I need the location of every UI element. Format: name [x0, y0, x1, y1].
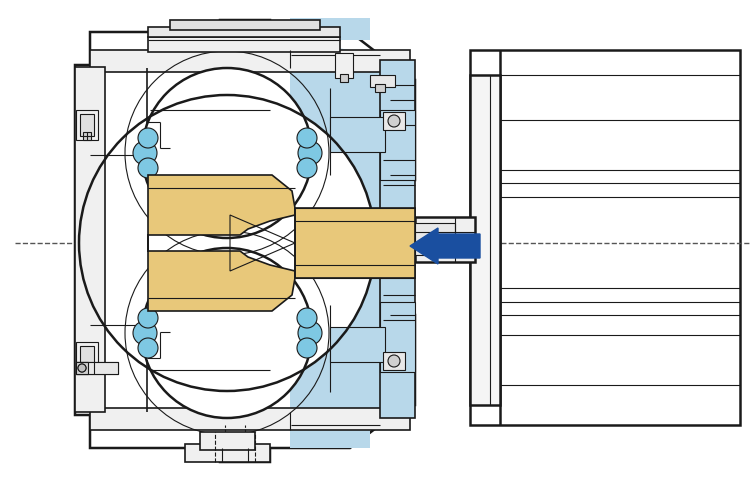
Bar — [76, 362, 88, 374]
Bar — [90, 50, 410, 72]
Circle shape — [82, 98, 372, 388]
Bar — [380, 302, 415, 372]
Circle shape — [297, 338, 317, 358]
Circle shape — [297, 128, 317, 148]
Bar — [383, 112, 405, 130]
Bar — [335, 53, 353, 78]
Circle shape — [388, 355, 400, 367]
Bar — [170, 20, 320, 30]
Bar — [90, 408, 410, 430]
Bar — [185, 444, 270, 462]
Circle shape — [388, 115, 400, 127]
Bar — [80, 346, 94, 368]
FancyArrow shape — [410, 228, 480, 264]
Bar — [290, 420, 370, 448]
Circle shape — [133, 141, 157, 165]
Circle shape — [79, 95, 375, 391]
Circle shape — [297, 308, 317, 328]
Bar — [380, 60, 415, 418]
Bar — [295, 208, 415, 278]
Polygon shape — [148, 175, 295, 311]
Bar — [76, 362, 118, 374]
Bar — [470, 50, 740, 425]
Circle shape — [297, 158, 317, 178]
Circle shape — [138, 338, 158, 358]
Bar — [370, 75, 395, 87]
Circle shape — [142, 68, 312, 238]
Bar — [380, 110, 415, 180]
Circle shape — [78, 364, 86, 372]
Bar — [340, 74, 348, 82]
Bar — [148, 37, 340, 52]
Bar — [76, 342, 98, 372]
Bar — [83, 364, 91, 372]
Bar — [150, 173, 305, 313]
Bar — [148, 27, 340, 37]
Bar — [375, 84, 385, 92]
Bar — [415, 217, 475, 262]
Bar — [80, 114, 94, 136]
Bar — [200, 432, 255, 450]
Circle shape — [138, 128, 158, 148]
Bar — [76, 110, 98, 140]
Circle shape — [133, 321, 157, 345]
Bar — [83, 132, 91, 140]
Polygon shape — [290, 40, 405, 440]
Bar — [75, 67, 105, 412]
Bar — [330, 327, 385, 362]
Polygon shape — [75, 20, 415, 462]
Bar — [415, 223, 455, 255]
Circle shape — [138, 158, 158, 178]
Circle shape — [298, 321, 322, 345]
Bar — [383, 352, 405, 370]
Circle shape — [138, 308, 158, 328]
Circle shape — [78, 364, 86, 372]
Circle shape — [142, 248, 312, 418]
Bar — [470, 75, 500, 405]
Bar — [76, 362, 118, 374]
Bar — [330, 117, 385, 152]
Bar — [76, 362, 88, 374]
Circle shape — [298, 141, 322, 165]
Bar — [290, 18, 370, 40]
